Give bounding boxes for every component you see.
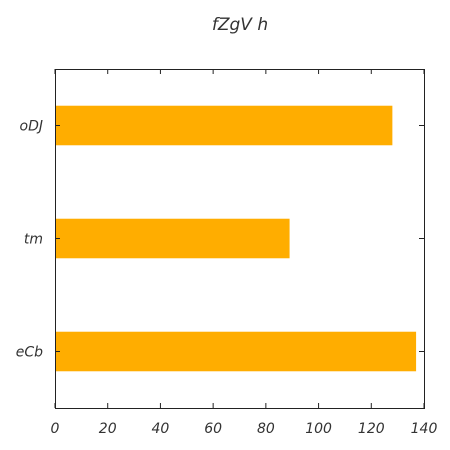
bar-group	[55, 105, 417, 372]
y-tick-label-oDJ: oDJ	[20, 119, 43, 135]
x-tick-label-40: 40	[152, 421, 170, 437]
chart-title: fZgV h	[212, 15, 268, 35]
bar-eCb	[55, 331, 417, 372]
x-tick-label-60: 60	[204, 421, 222, 437]
y-tick-label-tm: tm	[24, 232, 43, 248]
bar-tm	[55, 218, 290, 259]
y-axis: oDJ tm eCb	[16, 119, 424, 361]
x-tick-label-0: 0	[51, 421, 60, 437]
bar-oDJ	[55, 105, 393, 146]
x-tick-label-80: 80	[257, 421, 275, 437]
plot-frame	[55, 69, 425, 409]
x-tick-label-120: 120	[358, 421, 385, 437]
x-axis: 0 20 40 60 80 100 120 140	[51, 69, 438, 437]
x-tick-label-100: 100	[305, 421, 332, 437]
y-tick-label-eCb: eCb	[16, 345, 43, 361]
x-tick-label-20: 20	[99, 421, 117, 437]
x-tick-label-140: 140	[411, 421, 438, 437]
